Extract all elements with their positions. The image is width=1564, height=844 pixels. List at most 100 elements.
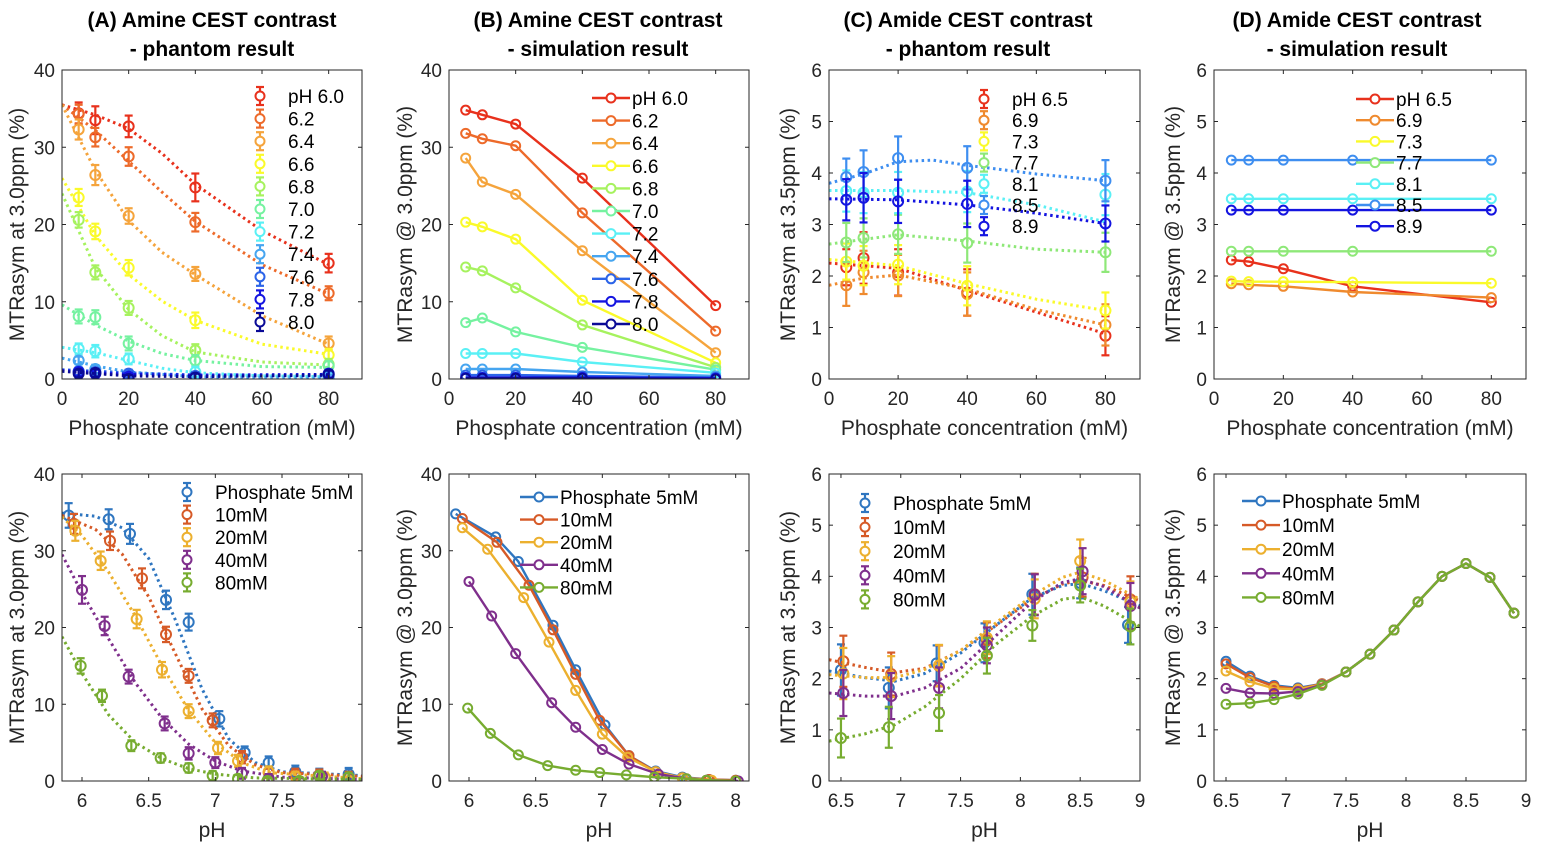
data-point [122,150,135,163]
data-point [72,123,85,136]
data-point [122,210,135,223]
y-tick-label: 10 [34,293,55,314]
data-point [89,311,102,324]
data-point [1277,193,1289,205]
legend-marker [254,158,266,170]
legend-label: 7.7 [1396,154,1422,175]
plot-area [829,135,1112,357]
series-line [1231,279,1492,285]
series-line [465,132,717,332]
data-point [491,536,503,548]
data-point [1220,682,1232,694]
data-point [961,161,974,174]
data-point [1340,666,1352,678]
x-tick-label: 7.5 [656,791,682,812]
data-point [122,120,135,133]
x-tick-label: 20 [1273,389,1294,410]
series-6.6 [460,216,722,369]
plot-area [1225,154,1497,308]
y-tick-label: 2 [1196,670,1207,691]
legend-marker [181,486,193,498]
data-point [182,761,195,774]
data-point [122,301,135,314]
legend-marker [605,115,617,127]
plot-area [829,538,1140,759]
data-point [576,294,588,306]
data-point [158,717,171,730]
data-point [546,697,558,709]
legend-label: 8.1 [1012,175,1038,196]
legend-item: 8.0 [592,315,658,336]
data-point [89,266,102,279]
data-point [1277,276,1289,288]
legend-marker [1369,220,1381,232]
legend-item: 80mM [181,572,268,594]
y-tick-label: 5 [1196,516,1207,537]
legend-label: 7.2 [632,225,658,246]
legend-marker [533,581,545,593]
series-line [1231,282,1492,299]
legend-marker [254,90,266,102]
x-axis-label: Phosphate concentration (mM) [1226,417,1513,440]
x-tick-label: 80 [318,389,339,410]
legend-marker [605,182,617,194]
legend-marker [1255,567,1267,579]
data-point [189,354,202,367]
data-point [1225,193,1237,205]
legend-item: 80mM [520,578,613,599]
data-point [576,319,588,331]
data-point [122,352,135,365]
legend-marker [254,293,266,305]
data-point [1388,624,1400,636]
y-tick-label: 20 [34,619,55,640]
legend-marker [181,531,193,543]
legend-item: 8.9 [1356,217,1422,238]
legend-item: 20mM [1242,540,1335,561]
y-tick-label: 40 [34,61,55,82]
x-tick-label: 8 [343,791,354,812]
x-tick-label: 60 [251,389,272,410]
data-point [189,267,202,280]
legend-label: 80mM [893,590,946,611]
x-tick-label: 9 [1521,791,1532,812]
data-point [547,624,559,636]
data-point [322,287,335,300]
y-tick-label: 5 [1196,113,1207,134]
data-point [460,216,472,228]
legend-label: 7.3 [1396,132,1422,153]
x-tick-label: 20 [888,389,909,410]
legend-label: Phosphate 5mM [1282,492,1420,513]
legend-item: 6.2 [254,108,314,131]
data-point [882,681,895,694]
data-point [322,257,335,270]
data-point [1277,263,1289,275]
legend: pH 6.56.97.37.78.18.58.9 [978,88,1068,238]
data-point [576,372,588,379]
data-point [1460,558,1472,570]
data-point [460,261,472,273]
series-line [465,265,717,369]
series-10mM [62,512,362,781]
legend-item: 7.4 [592,247,659,268]
legend-label: 6.9 [1396,111,1422,132]
data-point [182,616,195,629]
y-tick-label: 0 [44,370,55,391]
data-point [1099,304,1112,317]
legend-marker [978,178,990,190]
y-tick-label: 0 [431,772,442,793]
legend-marker [181,554,193,566]
x-tick-label: 80 [1481,389,1502,410]
data-point [486,610,498,622]
series-7.4 [62,354,335,379]
legend-item: 10mM [859,516,946,539]
x-tick-label: 7 [210,791,221,812]
legend-label: 7.2 [288,223,314,244]
data-point [232,772,244,781]
data-point [1099,246,1112,259]
data-point [456,522,468,534]
legend-label: 6.6 [288,155,314,176]
legend-label: 7.6 [288,268,314,289]
legend-item: 7.3 [1356,132,1422,153]
